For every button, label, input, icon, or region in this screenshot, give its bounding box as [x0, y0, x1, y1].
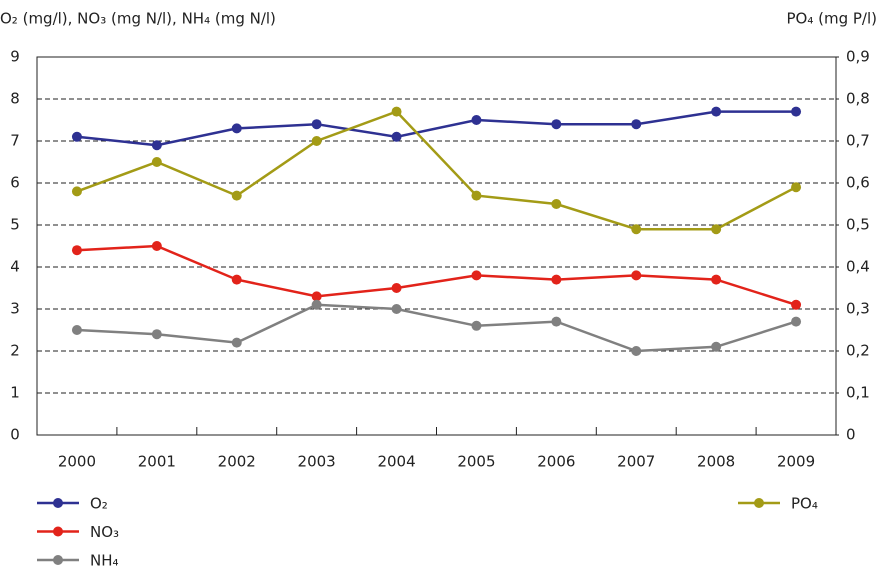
legend-label: O₂: [90, 495, 108, 513]
data-point: [231, 123, 242, 134]
y2-tick-label: 0,8: [846, 90, 870, 108]
legend-label: PO₄: [791, 495, 818, 513]
legend-label: NO₃: [90, 523, 119, 541]
data-point: [791, 106, 802, 117]
x-tick-label: 2005: [457, 453, 495, 471]
data-point: [231, 274, 242, 285]
y2-tick-label: 0,3: [846, 300, 870, 318]
y2-tick-label: 0,7: [846, 132, 870, 150]
series-line: [76, 110, 797, 147]
data-point: [711, 224, 722, 235]
y2-tick-label: 0: [846, 426, 856, 444]
data-point: [71, 131, 82, 142]
data-point: [151, 329, 162, 340]
x-tick-label: 2000: [58, 453, 96, 471]
y-tick-label: 9: [10, 48, 20, 66]
x-tick-label: 2006: [537, 453, 575, 471]
data-point: [391, 131, 402, 142]
y2-tick-label: 0,1: [846, 384, 870, 402]
y2-tick-label: 0,4: [846, 258, 870, 276]
y2-tick-label: 0,5: [846, 216, 870, 234]
y2-tick-label: 0,6: [846, 174, 870, 192]
data-point: [551, 316, 562, 327]
y-tick-label: 5: [10, 216, 20, 234]
y-tick-label: 0: [10, 426, 20, 444]
y-tick-label: 7: [10, 132, 20, 150]
series-line: [76, 303, 797, 353]
data-point: [471, 115, 482, 125]
data-point: [71, 186, 82, 197]
data-point: [631, 119, 642, 130]
x-tick-label: 2002: [218, 453, 256, 471]
y2-axis-title: PO₄ (mg P/l): [786, 10, 877, 28]
x-tick-label: 2007: [617, 453, 655, 471]
x-tick-label: 2004: [377, 453, 415, 471]
data-point: [471, 320, 482, 331]
legend-marker: [754, 498, 764, 508]
series-line: [76, 110, 797, 231]
data-point: [791, 316, 802, 327]
y-tick-label: 2: [10, 342, 20, 360]
data-point: [791, 299, 802, 310]
y2-tick-label: 0,9: [846, 48, 870, 66]
x-tick-label: 2008: [697, 453, 735, 471]
data-point: [231, 190, 242, 201]
y-axis-title: O₂ (mg/l), NO₃ (mg N/l), NH₄ (mg N/l): [0, 10, 276, 28]
data-point: [551, 199, 562, 209]
series-line: [76, 244, 797, 306]
data-point: [631, 224, 642, 235]
data-point: [71, 325, 82, 335]
y-tick-label: 1: [10, 384, 20, 402]
data-point: [711, 106, 722, 117]
data-point: [471, 270, 482, 281]
data-point: [311, 119, 322, 130]
data-point: [311, 136, 322, 146]
y2-tick-label: 0,2: [846, 342, 870, 360]
data-point: [151, 241, 162, 251]
y-tick-label: 3: [10, 300, 20, 318]
data-point: [391, 106, 402, 117]
data-point: [631, 346, 642, 356]
legend-marker: [53, 498, 63, 508]
data-point: [471, 190, 482, 201]
data-point: [391, 304, 402, 314]
x-tick-label: 2003: [298, 453, 336, 471]
data-point: [711, 341, 722, 352]
legend-label: NH₄: [90, 552, 119, 570]
data-point: [311, 299, 322, 310]
legend-marker: [53, 526, 63, 537]
data-point: [151, 140, 162, 151]
data-point: [631, 270, 642, 281]
data-point: [711, 274, 722, 285]
data-point: [551, 119, 562, 130]
y-tick-label: 6: [10, 174, 20, 192]
y-tick-label: 4: [10, 258, 20, 276]
data-point: [71, 245, 82, 256]
y-tick-label: 8: [10, 90, 20, 108]
data-point: [791, 182, 802, 193]
data-point: [551, 274, 562, 285]
data-point: [311, 291, 322, 302]
x-tick-label: 2001: [138, 453, 176, 471]
legend-marker: [53, 555, 63, 565]
x-tick-label: 2009: [777, 453, 815, 471]
data-point: [231, 337, 242, 348]
data-point: [391, 283, 402, 293]
data-point: [151, 157, 162, 167]
